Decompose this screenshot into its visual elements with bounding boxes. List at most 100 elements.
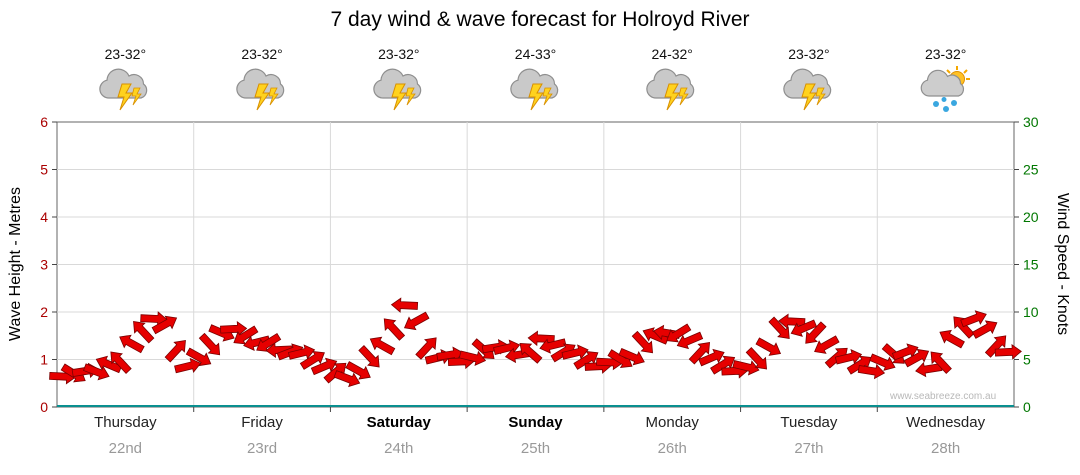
sun-shower-icon xyxy=(919,64,973,116)
day-temperature: 23-32° xyxy=(924,46,967,62)
wind-arrow xyxy=(243,335,271,351)
wind-arrow xyxy=(698,348,725,367)
left-tick-label: 4 xyxy=(40,209,48,225)
wind-arrow xyxy=(369,336,396,356)
wind-arrow xyxy=(233,325,259,345)
storm-icon xyxy=(98,64,152,116)
wind-arrow xyxy=(287,344,316,360)
day-date: 24th xyxy=(384,440,414,457)
wind-arrow xyxy=(220,321,248,337)
left-tick-label: 2 xyxy=(40,304,48,320)
day-date: 28th xyxy=(931,440,961,457)
wind-arrow xyxy=(403,311,430,331)
wind-arrow xyxy=(185,347,212,367)
wind-arrow xyxy=(458,350,487,366)
left-tick-label: 0 xyxy=(40,399,48,415)
wind-arrow xyxy=(151,315,178,335)
wind-arrow xyxy=(891,343,919,361)
wind-arrow xyxy=(119,334,145,354)
wind-arrow xyxy=(834,349,863,365)
wind-arrow xyxy=(903,348,930,368)
wind-arrow xyxy=(778,313,806,330)
day-date: 22nd xyxy=(108,440,143,457)
wind-arrow xyxy=(256,332,282,352)
right-tick-label: 10 xyxy=(1023,304,1039,320)
storm-icon xyxy=(782,64,836,116)
wind-arrow xyxy=(971,320,998,339)
wind-arrow xyxy=(573,350,599,370)
right-tick-label: 20 xyxy=(1023,209,1039,225)
wind-arrow xyxy=(676,331,704,350)
wind-arrow xyxy=(358,345,380,368)
wind-arrow xyxy=(133,321,155,344)
wind-arrow xyxy=(519,343,543,364)
storm-icon xyxy=(235,64,289,116)
storm-icon xyxy=(645,64,699,116)
right-tick-label: 15 xyxy=(1023,257,1039,273)
day-date: 27th xyxy=(794,440,824,457)
wind-arrow xyxy=(984,335,1007,358)
wind-arrow xyxy=(299,350,325,370)
page-title: 7 day wind & wave forecast for Holroyd R… xyxy=(330,8,750,31)
wind-arrow xyxy=(960,310,987,328)
wind-arrow xyxy=(618,347,645,366)
day-date: 26th xyxy=(657,440,687,457)
wind-arrow xyxy=(994,344,1022,360)
wind-arrow xyxy=(666,323,692,343)
wind-arrow xyxy=(390,297,419,313)
wind-arrow xyxy=(768,316,790,339)
wind-arrow xyxy=(755,337,782,356)
wind-arrow xyxy=(805,321,827,344)
wind-arrow xyxy=(415,337,437,360)
wind-arrow xyxy=(814,335,840,354)
wind-arrow xyxy=(631,330,654,354)
right-tick-label: 25 xyxy=(1023,162,1039,178)
wind-arrow xyxy=(345,361,371,380)
wind-arrow xyxy=(174,357,202,374)
wind-arrow xyxy=(436,346,464,362)
wind-arrow xyxy=(869,353,896,371)
day-name: Saturday xyxy=(366,414,431,431)
wind-arrow xyxy=(732,360,760,376)
day-name: Thursday xyxy=(94,414,157,431)
left-tick-label: 5 xyxy=(40,162,48,178)
wind-arrow xyxy=(265,342,293,358)
wind-arrow xyxy=(688,342,711,365)
right-tick-label: 5 xyxy=(1023,352,1031,368)
wind-arrow xyxy=(953,316,975,339)
storm-icon xyxy=(509,64,563,116)
wind-arrow xyxy=(539,338,567,354)
day-temperature: 23-32° xyxy=(378,46,420,62)
day-temperature: 23-32° xyxy=(788,46,830,62)
day-name: Monday xyxy=(645,414,699,431)
wind-arrow xyxy=(790,319,818,337)
day-date: 23rd xyxy=(247,440,278,457)
day-name: Wednesday xyxy=(906,414,986,431)
wind-arrow xyxy=(383,318,406,341)
wind-arrow xyxy=(561,344,589,360)
wind-arrow xyxy=(333,370,361,388)
right-tick-label: 0 xyxy=(1023,399,1031,415)
left-tick-label: 1 xyxy=(40,352,48,368)
wind-arrow xyxy=(745,347,768,370)
wind-arrow xyxy=(930,351,952,374)
wind-arrow xyxy=(110,351,132,374)
day-date: 25th xyxy=(520,440,551,457)
day-name: Sunday xyxy=(508,414,563,431)
watermark: www.seabreeze.com.au xyxy=(890,391,997,402)
wind-arrow xyxy=(323,362,347,384)
left-tick-label: 3 xyxy=(40,257,48,273)
storm-icon xyxy=(372,64,426,116)
wind-arrow xyxy=(198,332,221,356)
day-temperature: 24-33° xyxy=(514,46,557,62)
wind-arrow xyxy=(310,357,338,376)
wind-arrow xyxy=(710,355,736,375)
day-name: Friday xyxy=(241,414,283,431)
day-temperature: 23-32° xyxy=(104,46,147,62)
wind-arrow xyxy=(164,340,186,363)
wind-arrow xyxy=(939,329,965,349)
wind-arrow xyxy=(857,363,886,380)
left-tick-label: 6 xyxy=(40,114,48,130)
